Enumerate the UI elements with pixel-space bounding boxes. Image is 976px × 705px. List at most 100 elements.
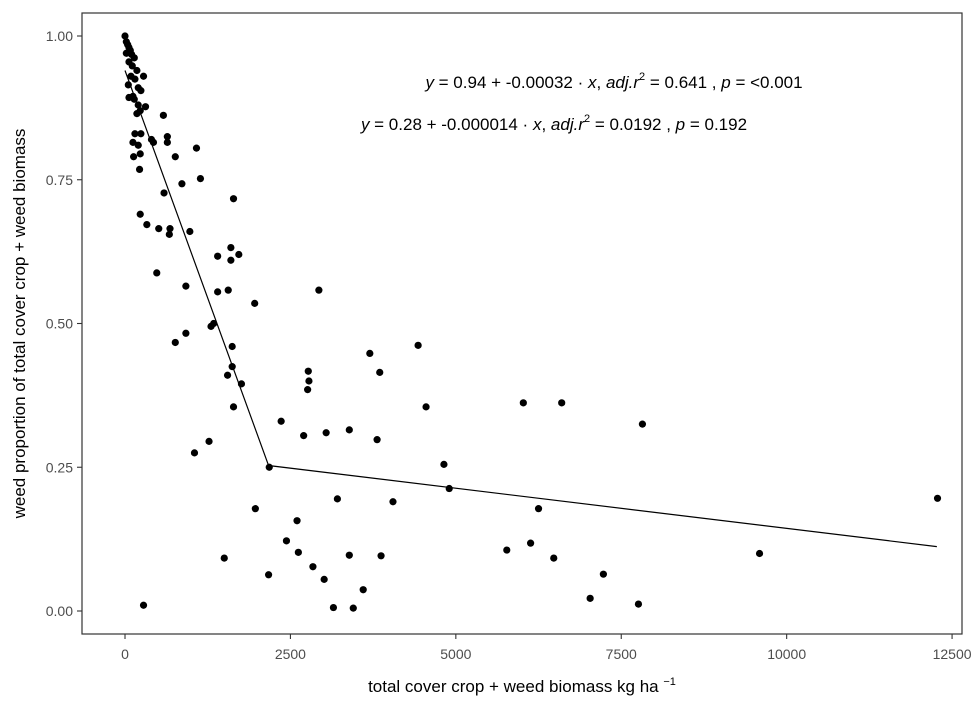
data-point xyxy=(638,420,647,428)
equation-part: 2 xyxy=(639,71,645,83)
data-point xyxy=(196,175,205,183)
y-tick-label: 0.75 xyxy=(46,172,73,188)
data-point xyxy=(315,286,323,294)
equation-part: = 0.28 + -0.000014 · xyxy=(369,115,533,134)
data-points xyxy=(121,32,942,612)
data-point xyxy=(137,130,145,138)
equation-part: , xyxy=(597,73,606,92)
data-point xyxy=(192,144,201,152)
data-point xyxy=(304,367,312,375)
data-point xyxy=(519,399,527,407)
data-point xyxy=(251,299,259,307)
data-point xyxy=(130,54,138,62)
data-point xyxy=(143,221,151,229)
data-point xyxy=(182,282,190,290)
data-point xyxy=(178,180,186,188)
data-point xyxy=(130,153,138,161)
data-point xyxy=(599,570,607,578)
data-point xyxy=(320,575,328,583)
data-point xyxy=(503,546,511,554)
regression-equation-1: y = 0.94 + -0.00032 · x, adj.r2 = 0.641 … xyxy=(424,71,802,92)
equation-part: y xyxy=(424,73,435,92)
data-point xyxy=(229,195,238,203)
data-point xyxy=(131,130,139,138)
data-point xyxy=(133,110,141,118)
data-point xyxy=(190,449,199,457)
equation-part: p xyxy=(675,115,685,134)
data-point xyxy=(182,329,190,337)
data-point xyxy=(305,377,313,385)
data-point xyxy=(210,319,218,328)
axis-ticks: 0 2500 5000 7500 10000 12500 0.00 0.25 0.50 0.75 1… xyxy=(46,28,972,662)
y-axis-title: weed proportion of total cover crop + we… xyxy=(10,129,29,520)
data-point xyxy=(137,87,145,95)
data-point xyxy=(586,594,594,602)
equation-part: = 0.94 + -0.00032 · xyxy=(434,73,588,92)
data-point xyxy=(235,250,243,259)
data-point xyxy=(345,551,353,559)
data-point xyxy=(166,225,174,233)
data-point xyxy=(534,505,543,513)
data-point xyxy=(282,537,291,545)
regression-equations: y = 0.94 + -0.00032 · x, adj.r2 = 0.641 … xyxy=(360,71,803,134)
data-point xyxy=(171,153,179,161)
data-point xyxy=(136,150,144,158)
data-point xyxy=(277,417,285,425)
data-point xyxy=(121,32,129,40)
data-point xyxy=(220,554,228,562)
data-point xyxy=(366,349,374,357)
data-point xyxy=(389,498,397,506)
equation-part: x xyxy=(587,73,597,92)
data-point xyxy=(155,225,163,233)
data-point xyxy=(755,549,764,558)
equation-part: 2 xyxy=(584,113,590,125)
data-point xyxy=(224,286,232,294)
data-point xyxy=(527,539,535,547)
y-tick-label: 0.50 xyxy=(46,316,73,332)
data-point xyxy=(300,432,308,440)
regression-equation-2: y = 0.28 + -0.000014 · x, adj.r2 = 0.019… xyxy=(360,113,747,134)
data-point xyxy=(345,426,353,434)
data-point xyxy=(227,256,235,264)
data-point xyxy=(933,494,942,502)
data-point xyxy=(634,600,643,608)
data-point xyxy=(205,437,213,445)
x-tick-label: 2500 xyxy=(275,646,306,662)
data-point xyxy=(139,601,148,609)
data-point xyxy=(309,563,317,571)
data-point xyxy=(294,548,302,556)
x-axis-title-main: total cover crop + weed biomass kg ha xyxy=(368,677,659,696)
data-point xyxy=(141,103,150,111)
data-point xyxy=(136,210,144,218)
data-point xyxy=(129,138,137,146)
data-point xyxy=(159,111,167,119)
data-point xyxy=(329,603,338,612)
equation-part: , xyxy=(541,115,550,134)
equation-part: y xyxy=(360,115,371,134)
data-point xyxy=(251,505,259,513)
y-axis-title-group: weed proportion of total cover crop + we… xyxy=(10,129,29,520)
equation-part: = 0.192 xyxy=(685,115,747,134)
data-point xyxy=(445,484,453,493)
data-point xyxy=(128,62,136,70)
equation-part: = 0.641 , xyxy=(645,73,721,92)
data-point xyxy=(422,403,430,411)
data-point xyxy=(293,517,301,525)
data-point xyxy=(139,72,148,80)
data-point xyxy=(163,138,171,146)
data-point xyxy=(227,244,235,252)
data-point xyxy=(223,371,232,379)
y-tick-label: 0.25 xyxy=(46,459,73,475)
data-point xyxy=(264,571,273,579)
data-point xyxy=(160,189,168,197)
data-point xyxy=(214,252,222,260)
data-point xyxy=(373,436,381,444)
data-point xyxy=(134,141,142,149)
data-point xyxy=(131,75,139,83)
x-tick-label: 10000 xyxy=(767,646,806,662)
data-point xyxy=(414,341,422,349)
data-point xyxy=(304,386,312,394)
data-point xyxy=(228,342,236,351)
x-tick-label: 0 xyxy=(121,646,129,662)
